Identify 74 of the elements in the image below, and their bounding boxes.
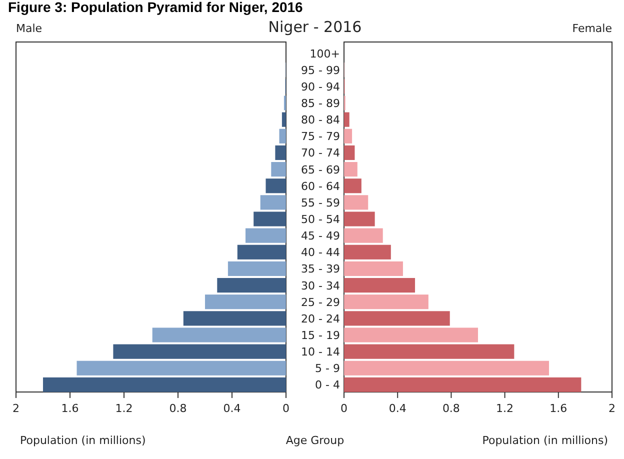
bar — [246, 228, 286, 243]
bar — [152, 328, 286, 342]
bar — [344, 128, 352, 144]
y-tick-label: 40 - 44 — [301, 246, 340, 260]
x-tick-label: 1.6 — [550, 402, 568, 415]
bar — [344, 112, 350, 127]
y-tick-label: 80 - 84 — [301, 114, 340, 127]
bar — [344, 228, 383, 243]
y-tick-label: 5 - 9 — [315, 362, 340, 376]
y-tick-label: 25 - 29 — [301, 296, 340, 309]
bar — [344, 145, 355, 160]
bar — [344, 195, 368, 210]
y-tick-label: 90 - 94 — [301, 80, 340, 94]
x-axis-title: Population (in millions) — [20, 434, 146, 447]
bar — [344, 162, 358, 177]
bar — [76, 360, 286, 376]
x-tick-label: 0 — [282, 402, 290, 415]
bar — [344, 212, 375, 226]
chart-title: Female — [572, 22, 612, 35]
y-tick-label: 30 - 34 — [301, 279, 340, 292]
bar — [113, 344, 286, 359]
bar — [344, 344, 514, 359]
x-tick-label: 0 — [340, 402, 348, 415]
bar — [183, 311, 286, 326]
bar — [279, 128, 286, 144]
y-tick-label: 85 - 89 — [301, 97, 340, 110]
bar — [282, 112, 286, 127]
bar — [344, 294, 428, 310]
x-axis-title: Population (in millions) — [482, 434, 608, 447]
bar — [344, 377, 582, 392]
bar — [344, 360, 550, 376]
bar — [344, 328, 478, 342]
bar — [271, 162, 286, 177]
bar — [237, 244, 286, 260]
x-tick-label: 0.4 — [223, 402, 241, 415]
y-tick-label: 50 - 54 — [301, 213, 340, 226]
bar — [228, 261, 286, 276]
y-tick-label: 45 - 49 — [301, 230, 340, 243]
bar — [43, 377, 286, 392]
y-tick-label: 35 - 39 — [301, 262, 340, 276]
y-tick-label: 60 - 64 — [301, 180, 340, 193]
text: Age Group — [286, 434, 344, 447]
y-tick-label: 0 - 4 — [315, 378, 340, 392]
bar — [344, 278, 416, 293]
x-tick-label: 1.6 — [61, 402, 79, 415]
x-tick-label: 2 — [12, 402, 20, 415]
y-tick-label: 65 - 69 — [301, 163, 340, 176]
caption: Figure 3: Population Pyramid for Niger, 2016 — [8, 0, 304, 15]
bar — [205, 294, 286, 310]
bar — [275, 145, 286, 160]
y-tick-label: 70 - 74 — [301, 146, 340, 160]
x-tick-label: 0.8 — [442, 402, 460, 415]
bar — [344, 261, 403, 276]
y-tick-label: 15 - 19 — [301, 328, 340, 342]
y-tick-label: 95 - 99 — [301, 64, 340, 77]
chart-subtitle: Niger - 2016 — [268, 18, 362, 36]
bar — [254, 212, 286, 226]
x-tick-label: 0.4 — [388, 402, 406, 415]
x-tick-label: 1.2 — [115, 402, 133, 415]
bar — [266, 178, 286, 194]
x-tick-label: 0.8 — [169, 402, 187, 415]
bar — [217, 278, 286, 293]
chart-title: Male — [16, 22, 42, 35]
bar — [344, 178, 362, 194]
y-tick-label: 55 - 59 — [301, 196, 340, 210]
y-tick-label: 75 - 79 — [301, 130, 340, 144]
bar — [344, 311, 450, 326]
bar — [344, 244, 391, 260]
x-tick-label: 1.2 — [496, 402, 514, 415]
x-tick-label: 2 — [608, 402, 616, 415]
y-tick-label: 100+ — [310, 47, 340, 60]
y-tick-label: 20 - 24 — [301, 312, 340, 326]
y-tick-label: 10 - 14 — [301, 346, 340, 359]
bar — [260, 195, 286, 210]
